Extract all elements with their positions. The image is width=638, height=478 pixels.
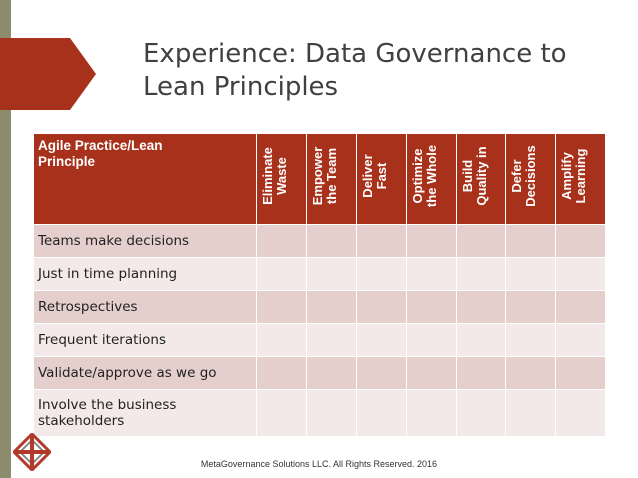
row-label-line-1: Just in time planning: [38, 266, 178, 282]
column-header-line-1: Optimize: [409, 148, 425, 204]
table-cell: [256, 389, 308, 437]
table-cell: [555, 389, 606, 437]
table-cell: [306, 323, 358, 357]
table-cell: [356, 257, 407, 291]
table-cell: [405, 257, 457, 291]
row-label-line-1: Involve the business: [38, 397, 177, 413]
table-cell: [356, 290, 407, 324]
table-cell: [555, 257, 606, 291]
row-label-line-2: stakeholders: [38, 413, 125, 429]
table-row: Frequent iterations: [32, 323, 606, 357]
row-label: Frequent iterations: [32, 323, 258, 357]
table-cell: [405, 224, 457, 258]
column-header: Eliminate Waste: [256, 133, 308, 225]
company-logo-icon: [13, 433, 51, 471]
corner-header-line-2: Principle: [38, 154, 96, 169]
table-cell: [256, 224, 308, 258]
table-cell: [405, 323, 457, 357]
row-label-line-1: Validate/approve as we go: [38, 365, 217, 381]
table-row: Teams make decisions: [32, 224, 606, 258]
column-header-line-2: Decisions: [523, 145, 539, 207]
row-label: Involve the business stakeholders: [32, 389, 258, 437]
table-cell: [306, 224, 358, 258]
table-cell: [306, 356, 358, 390]
table-cell: [505, 224, 557, 258]
table-cell: [356, 356, 407, 390]
column-header-line-2: Learning: [573, 148, 589, 204]
table-cell: [505, 356, 557, 390]
title-line-1: Experience: Data Governance to: [143, 39, 567, 69]
table-cell: [505, 323, 557, 357]
table-cell: [256, 257, 308, 291]
column-header-line-1: Deliver: [360, 154, 376, 198]
column-header: Build Quality in: [455, 133, 507, 225]
table-cell: [306, 389, 358, 437]
corner-header-line-1: Agile Practice/Lean: [38, 138, 163, 153]
table-cell: [256, 290, 308, 324]
sidebar-strip: [0, 0, 11, 478]
column-header: Empower the Team: [306, 133, 358, 225]
table-cell: [555, 290, 606, 324]
table-cell: [455, 323, 507, 357]
table-cell: [306, 257, 358, 291]
table-row: Retrospectives: [32, 290, 606, 324]
header-row: Agile Practice/Lean Principle Eliminate W…: [32, 133, 606, 225]
table-cell: [455, 356, 507, 390]
table-cell: [455, 389, 507, 437]
row-label: Teams make decisions: [32, 224, 258, 258]
table-row: Validate/approve as we go: [32, 356, 606, 390]
column-header-line-2: Quality in: [473, 146, 489, 206]
row-label: Retrospectives: [32, 290, 258, 324]
table-row: Just in time planning: [32, 257, 606, 291]
arrow-shape: [0, 38, 96, 110]
row-label-line-1: Teams make decisions: [38, 233, 190, 249]
row-label: Just in time planning: [32, 257, 258, 291]
table-cell: [505, 290, 557, 324]
table-cell: [455, 257, 507, 291]
table-row: Involve the business stakeholders: [32, 389, 606, 437]
table-cell: [505, 257, 557, 291]
table-cell: [555, 224, 606, 258]
table-cell: [306, 290, 358, 324]
column-header: Deliver Fast: [356, 133, 407, 225]
column-header-line-2: the Team: [324, 147, 340, 205]
column-header-line-2: Waste: [274, 157, 290, 195]
table-cell: [555, 323, 606, 357]
column-header-line-1: Build: [459, 159, 475, 193]
corner-header: Agile Practice/Lean Principle: [32, 133, 258, 225]
column-header: Amplify Learning: [555, 133, 606, 225]
column-header: Defer Decisions: [505, 133, 557, 225]
table-cell: [356, 224, 407, 258]
footer-copyright: MetaGovernance Solutions LLC. All Rights…: [200, 459, 438, 469]
table-cell: [505, 389, 557, 437]
column-header-line-2: Fast: [374, 162, 390, 190]
table-cell: [405, 290, 457, 324]
slide-title: Experience: Data Governance to Lean Prin…: [143, 38, 613, 104]
row-label-line-1: Retrospectives: [38, 299, 138, 315]
table-cell: [356, 323, 407, 357]
table-cell: [356, 389, 407, 437]
table-cell: [405, 389, 457, 437]
column-header: Optimize the Whole: [405, 133, 457, 225]
row-label-line-1: Frequent iterations: [38, 332, 166, 348]
title-line-2: Lean Principles: [143, 72, 339, 102]
table-cell: [256, 323, 308, 357]
row-label: Validate/approve as we go: [32, 356, 258, 390]
table-cell: [455, 290, 507, 324]
practice-principle-table: Agile Practice/Lean Principle Eliminate W…: [32, 133, 606, 437]
column-header-line-2: the Whole: [423, 144, 439, 208]
table-cell: [555, 356, 606, 390]
table-cell: [405, 356, 457, 390]
table-cell: [455, 224, 507, 258]
table-cell: [256, 356, 308, 390]
